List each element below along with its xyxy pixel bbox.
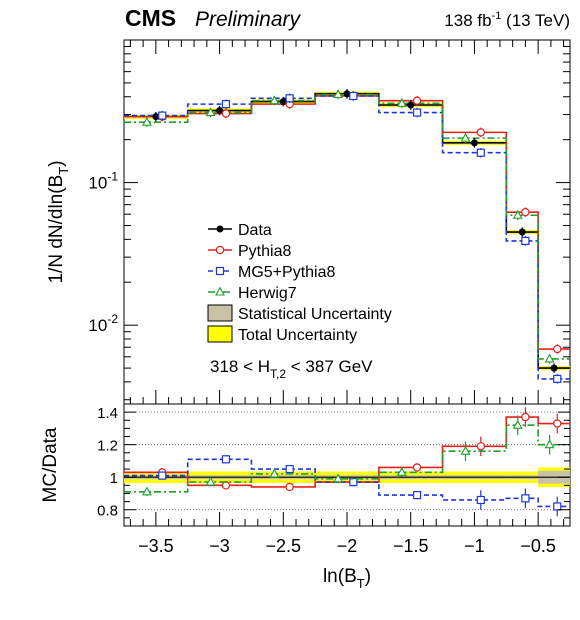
ratio-point-pythia8 xyxy=(476,442,485,451)
main-series xyxy=(124,88,570,384)
ratio-series xyxy=(124,407,570,517)
cms-label: CMS xyxy=(125,5,176,31)
data-point-pythia8 xyxy=(412,96,422,105)
ratio-point-herwig7 xyxy=(142,486,152,496)
ratio-plot-frame xyxy=(123,403,571,527)
data-point-herwig7 xyxy=(512,209,523,219)
x-tick-label: −2 xyxy=(337,536,358,556)
ratio-point-herwig7 xyxy=(205,476,216,486)
data-point-mg5-pythia8 xyxy=(285,94,294,103)
ratio-line-mg5-pythia8 xyxy=(124,458,570,508)
legend-label: Herwig7 xyxy=(238,285,297,302)
x-tick-label: −3.5 xyxy=(138,536,174,556)
ratio-point-mg5-pythia8 xyxy=(221,455,231,464)
legend-stat-swatch xyxy=(207,304,233,322)
x-tick-label: −2.5 xyxy=(266,536,302,556)
y-tick-label: 10-1 xyxy=(88,170,118,193)
legend-marker xyxy=(215,266,225,276)
ht-range-annotation: 318 < HT,2 < 387 GeV xyxy=(210,357,373,381)
main-y-axis-label: 1/N dN/dln(BT) xyxy=(46,160,71,283)
ratio-point-herwig7 xyxy=(544,439,555,449)
ratio-y-axis-label: MC/Data xyxy=(40,427,61,502)
ratio-point-mg5-pythia8 xyxy=(476,495,485,505)
x-axis: −3.5 −3 −2.5 −2 −1.5 −1 −0.5 xyxy=(129,40,565,556)
data-point-herwig7 xyxy=(460,132,471,142)
ratio-point-mg5-pythia8 xyxy=(349,477,358,487)
legend-label: Pythia8 xyxy=(238,243,291,260)
data-point-herwig7 xyxy=(269,95,280,105)
luminosity-label: 138 fb-1 (13 TeV) xyxy=(444,10,570,30)
data-point-data xyxy=(216,107,224,115)
data-point-mg5-pythia8 xyxy=(553,374,562,383)
data-point-pythia8 xyxy=(476,128,485,137)
data-point-herwig7 xyxy=(205,107,216,117)
ratio-point-pythia8 xyxy=(553,419,562,428)
data-point-herwig7 xyxy=(142,116,152,126)
ratio-gridlines xyxy=(124,411,570,511)
y-tick-label: 10-2 xyxy=(88,312,118,335)
data-point-mg5-pythia8 xyxy=(412,108,422,117)
legend: Data Pythia8 MG5+Pythia8 Herwig7 Statistical… xyxy=(207,222,392,344)
data-point-mg5-pythia8 xyxy=(158,111,167,120)
legend-marker xyxy=(215,245,225,255)
x-tick-label: −3 xyxy=(209,536,230,556)
data-point-data xyxy=(343,90,351,98)
ratio-point-pythia8 xyxy=(412,463,422,472)
legend-marker xyxy=(216,225,224,233)
ratio-line-herwig7 xyxy=(124,424,570,493)
ratio-point-mg5-pythia8 xyxy=(285,464,294,474)
data-point-data xyxy=(152,113,160,121)
data-point-mg5-pythia8 xyxy=(521,236,530,245)
data-point-pythia8 xyxy=(521,207,530,217)
ratio-point-herwig7 xyxy=(512,419,523,429)
x-axis-label: ln(BT) xyxy=(323,566,371,591)
ratio-point-pythia8 xyxy=(285,482,294,492)
ratio-point-herwig7 xyxy=(396,466,407,476)
data-point-herwig7 xyxy=(396,97,407,107)
main-y-ticks: 10-1 10-2 xyxy=(88,46,570,401)
ratio-panel: 0.8 1 1.2 1.4 MC/Data xyxy=(40,403,571,527)
preliminary-label: Preliminary xyxy=(195,8,302,31)
data-point-mg5-pythia8 xyxy=(349,91,358,101)
data-point-mg5-pythia8 xyxy=(221,100,231,109)
data-point-data xyxy=(279,98,287,106)
ratio-point-herwig7 xyxy=(333,473,344,483)
ratio-point-pythia8 xyxy=(521,412,530,422)
ratio-y-tick-label: 1 xyxy=(110,470,118,487)
legend-label: MG5+Pythia8 xyxy=(238,264,335,281)
ratio-point-mg5-pythia8 xyxy=(158,471,167,480)
data-point-data xyxy=(470,139,478,147)
data-point-herwig7 xyxy=(544,353,555,363)
ratio-y-tick-label: 0.8 xyxy=(97,503,118,520)
ratio-point-herwig7 xyxy=(269,468,280,478)
data-point-data xyxy=(518,228,526,236)
legend-label: Statistical Uncertainty xyxy=(238,306,392,323)
x-tick-label: −1.5 xyxy=(393,536,429,556)
data-point-data xyxy=(407,101,415,109)
legend-label: Data xyxy=(238,222,272,239)
ratio-y-ticks: 0.8 1 1.2 1.4 xyxy=(97,403,570,527)
data-point-data xyxy=(550,364,558,372)
x-tick-label: −0.5 xyxy=(520,536,556,556)
data-point-pythia8 xyxy=(553,344,562,354)
legend-marker xyxy=(215,286,225,296)
ratio-point-mg5-pythia8 xyxy=(521,494,530,503)
ratio-point-mg5-pythia8 xyxy=(412,490,422,500)
data-point-pythia8 xyxy=(221,109,231,118)
legend-total-swatch xyxy=(207,325,233,343)
ratio-y-tick-label: 1.2 xyxy=(97,438,118,455)
ratio-point-mg5-pythia8 xyxy=(553,502,562,511)
data-point-mg5-pythia8 xyxy=(476,148,485,157)
ratio-point-herwig7 xyxy=(460,445,471,455)
main-panel: 10-1 10-2 1/N dN/dln(BT) Data Pythia8 MG5+P… xyxy=(46,39,571,405)
data-point-herwig7 xyxy=(333,89,344,99)
x-tick-label: −1 xyxy=(464,536,485,556)
ratio-y-tick-label: 1.4 xyxy=(97,405,118,422)
ratio-bands xyxy=(124,467,570,487)
legend-label: Total Uncertainty xyxy=(238,327,357,344)
